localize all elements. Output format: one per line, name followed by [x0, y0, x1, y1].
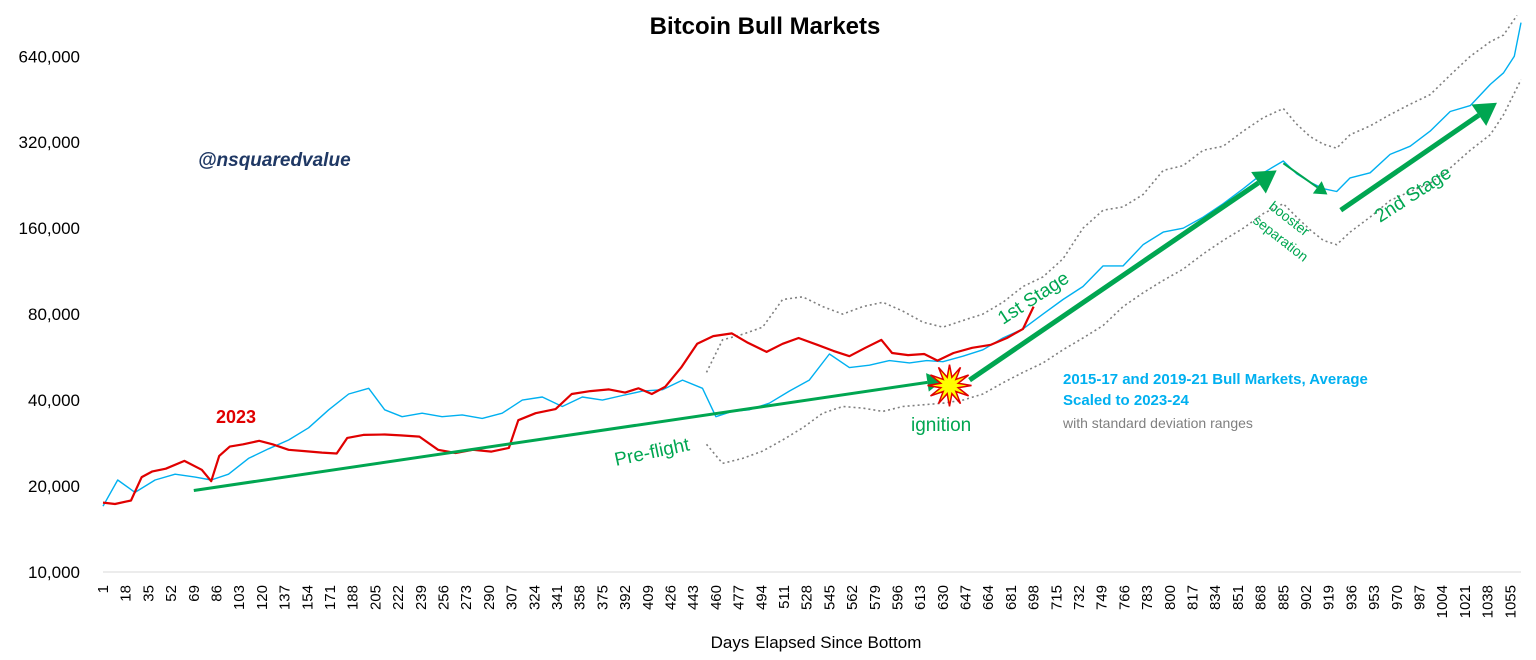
x-tick-label: 256: [435, 585, 452, 610]
x-tick-label: 18: [118, 585, 135, 602]
x-tick-label: 715: [1048, 585, 1065, 610]
x-tick-label: 426: [662, 585, 679, 610]
x-tick-label: 800: [1162, 585, 1179, 610]
legend-line-1: 2015-17 and 2019-21 Bull Markets, Averag…: [1063, 371, 1368, 388]
y-tick-label: 40,000: [28, 391, 80, 410]
series-2023-line: [102, 306, 1035, 506]
y-tick-label: 80,000: [28, 305, 80, 324]
x-tick-label: 511: [776, 585, 793, 609]
y-tick-label: 640,000: [19, 47, 80, 66]
x-tick-label: 86: [208, 585, 225, 602]
x-tick-label: 1: [95, 585, 112, 593]
x-tick-label: 1038: [1480, 585, 1497, 618]
x-tick-label: 613: [912, 585, 929, 610]
x-tick-label: 953: [1366, 585, 1383, 610]
x-tick-label: 52: [163, 585, 180, 602]
x-tick-label: 409: [640, 585, 657, 610]
legend-line-2: Scaled to 2023-24: [1063, 392, 1190, 409]
x-tick-label: 154: [299, 585, 316, 610]
x-tick-label: 647: [958, 585, 975, 610]
x-tick-label: 239: [413, 585, 430, 610]
x-tick-label: 35: [140, 585, 157, 602]
y-tick-label: 20,000: [28, 477, 80, 496]
x-tick-label: 443: [685, 585, 702, 610]
x-tick-label: 732: [1071, 585, 1088, 610]
x-tick-label: 460: [708, 585, 725, 610]
second-stage-arrow-head: [1471, 102, 1497, 126]
x-tick-label: 579: [867, 585, 884, 610]
y-axis: 10,000 20,000 40,000 80,000 160,000 320,000 64…: [19, 47, 80, 582]
second-stage-arrow: [1339, 113, 1481, 213]
x-axis: 1 18 35 52 69 86 103 120 137 154 171 188 205 222 239 25…: [95, 585, 1519, 618]
x-tick-label: 1004: [1434, 585, 1451, 618]
x-tick-label: 222: [390, 585, 407, 610]
x-tick-label: 341: [549, 585, 566, 610]
x-tick-label: 630: [935, 585, 952, 610]
x-axis-label: Days Elapsed Since Bottom: [711, 633, 922, 652]
x-tick-label: 681: [1003, 585, 1020, 610]
x-tick-label: 987: [1412, 585, 1429, 610]
x-tick-label: 120: [254, 585, 271, 610]
series-layer: [102, 14, 1522, 507]
legend-line-3: with standard deviation ranges: [1062, 415, 1253, 431]
x-tick-label: 885: [1275, 585, 1292, 610]
x-tick-label: 171: [322, 585, 339, 610]
pre-flight-arrow: [193, 380, 928, 492]
x-tick-label: 273: [458, 585, 475, 610]
x-tick-label: 936: [1343, 585, 1360, 610]
x-tick-label: 919: [1321, 585, 1338, 610]
x-tick-label: 205: [367, 585, 384, 610]
x-tick-label: 664: [980, 585, 997, 610]
series-average-line: [102, 22, 1522, 507]
x-tick-label: 528: [799, 585, 816, 610]
y-tick-label: 160,000: [19, 219, 80, 238]
second-stage-label: 2nd Stage: [1371, 162, 1455, 227]
first-stage-arrow-head: [1251, 170, 1277, 194]
x-tick-label: 698: [1026, 585, 1043, 610]
x-tick-label: 69: [186, 585, 203, 602]
series-lower-stdev-line: [705, 79, 1522, 465]
x-tick-label: 358: [572, 585, 589, 610]
pre-flight-label: Pre-flight: [613, 434, 692, 470]
ignition-explosion-icon: [927, 364, 972, 407]
first-stage-arrow: [968, 180, 1260, 383]
x-tick-label: 137: [277, 585, 294, 610]
x-tick-label: 902: [1298, 585, 1315, 610]
x-tick-label: 324: [526, 585, 543, 610]
x-tick-label: 766: [1116, 585, 1133, 610]
x-tick-label: 392: [617, 585, 634, 610]
year-2023-label: 2023: [216, 407, 256, 427]
x-tick-label: 290: [481, 585, 498, 610]
x-tick-label: 851: [1230, 585, 1247, 610]
x-tick-label: 817: [1185, 585, 1202, 610]
x-tick-label: 596: [889, 585, 906, 610]
ignition-label: ignition: [911, 415, 971, 436]
x-tick-label: 103: [231, 585, 248, 610]
x-tick-label: 1021: [1457, 585, 1474, 618]
pre-flight-arrow-head: [926, 373, 943, 392]
x-tick-label: 783: [1139, 585, 1156, 610]
y-tick-label: 10,000: [28, 563, 80, 582]
x-tick-label: 188: [345, 585, 362, 610]
booster-separation-arrow-head: [1312, 181, 1328, 195]
x-tick-label: 749: [1094, 585, 1111, 610]
arrow-layer: [193, 102, 1497, 492]
x-tick-label: 545: [821, 585, 838, 610]
x-tick-label: 1055: [1502, 585, 1519, 618]
x-tick-label: 307: [504, 585, 521, 610]
x-tick-label: 970: [1389, 585, 1406, 610]
x-tick-label: 494: [753, 585, 770, 610]
x-tick-label: 562: [844, 585, 861, 610]
x-tick-label: 375: [594, 585, 611, 610]
y-tick-label: 320,000: [19, 133, 80, 152]
booster-separation-arrow: [1282, 162, 1318, 189]
x-tick-label: 834: [1207, 585, 1224, 610]
chart-title: Bitcoin Bull Markets: [650, 13, 881, 40]
watermark-text: @nsquaredvalue: [198, 150, 351, 171]
x-tick-label: 477: [731, 585, 748, 610]
x-tick-label: 868: [1253, 585, 1270, 610]
